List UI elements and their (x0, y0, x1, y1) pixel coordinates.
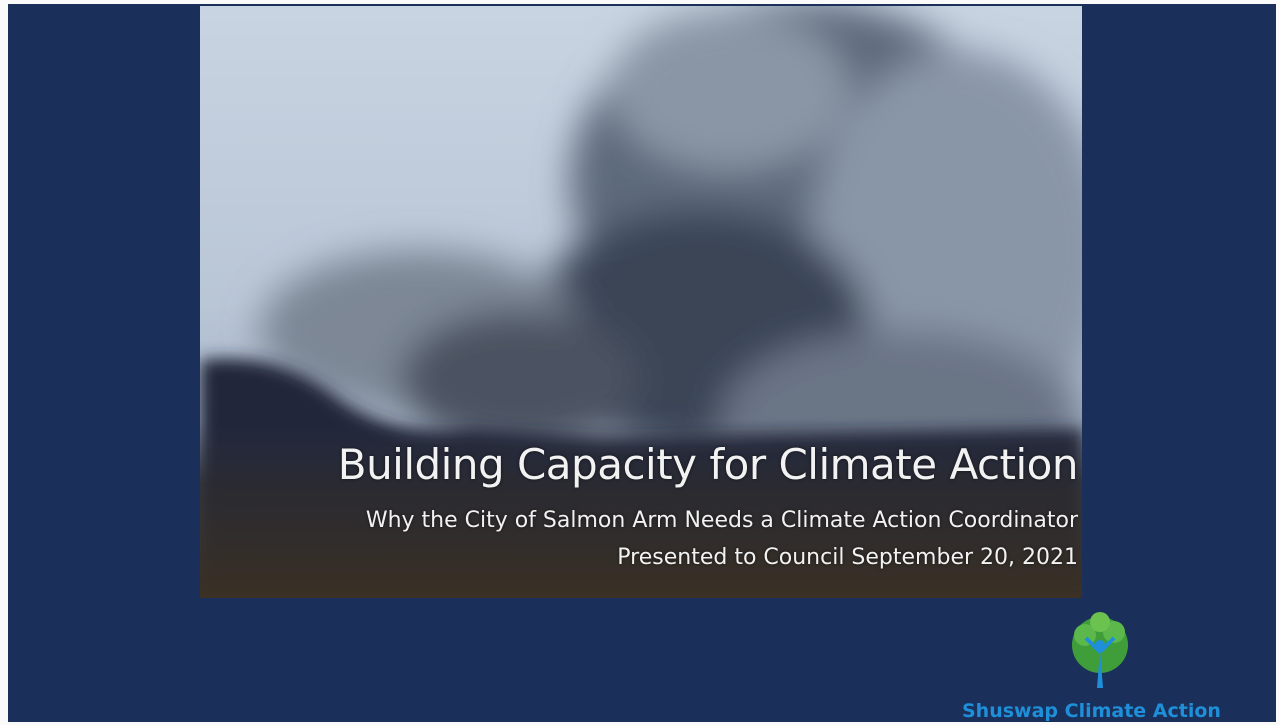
logo-text: Shuswap Climate Action (962, 700, 1221, 722)
slide-subtitle: Why the City of Salmon Arm Needs a Clima… (366, 508, 1078, 533)
slide-title: Building Capacity for Climate Action (338, 440, 1078, 489)
presentation-date: Presented to Council September 20, 2021 (617, 545, 1078, 570)
slide-background (0, 0, 1280, 725)
slide: Building Capacity for Climate Action Why… (0, 0, 1280, 725)
